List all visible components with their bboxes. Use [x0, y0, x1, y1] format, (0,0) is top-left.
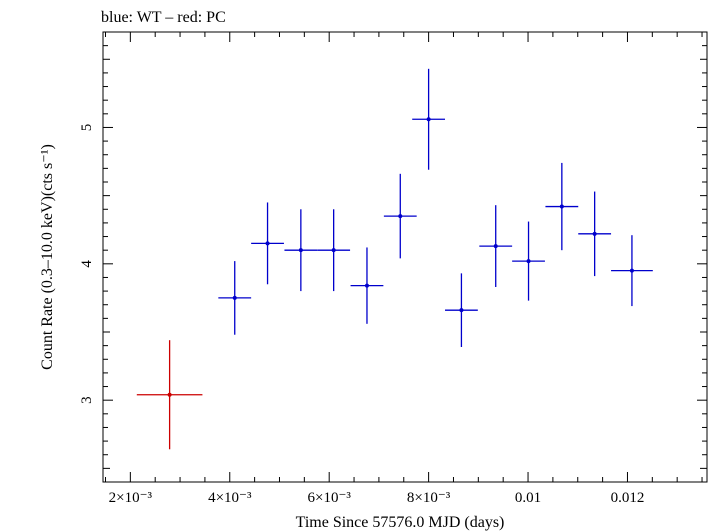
x-axis-label: Time Since 57576.0 MJD (days): [296, 514, 505, 531]
data-point: [629, 268, 634, 273]
y-tick-labels: 3 4 5: [79, 124, 95, 404]
x-tick-label: 8×10⁻³: [407, 490, 451, 506]
y-tick-label: 5: [79, 124, 95, 132]
chart-title: blue: WT – red: PC: [101, 9, 226, 26]
y-tick-label: 3: [79, 396, 95, 404]
x-tick-label: 0.01: [515, 490, 541, 506]
data-point: [364, 283, 369, 288]
data-point: [493, 244, 498, 249]
data-points: [136, 68, 653, 450]
data-point: [167, 392, 172, 397]
data-point: [298, 248, 303, 253]
x-tick-label: 0.012: [611, 490, 645, 506]
data-point: [331, 248, 336, 253]
series-1: [218, 68, 653, 347]
axis-ticks: [103, 31, 707, 482]
data-point: [232, 295, 237, 300]
data-point: [526, 259, 531, 264]
data-point: [398, 214, 403, 219]
plot-frame: [102, 31, 708, 483]
data-point: [265, 241, 270, 246]
y-axis-label: Count Rate (0.3–10.0 keV)(cts s⁻¹): [39, 144, 56, 370]
y-tick-label: 4: [79, 260, 95, 268]
x-tick-label: 2×10⁻³: [109, 490, 153, 506]
data-point: [426, 117, 431, 122]
data-point: [592, 231, 597, 236]
x-tick-label: 6×10⁻³: [308, 490, 352, 506]
x-tick-label: 4×10⁻³: [208, 490, 252, 506]
x-tick-labels: 2×10⁻³ 4×10⁻³ 6×10⁻³ 8×10⁻³ 0.01 0.012: [109, 490, 645, 506]
series-0: [136, 340, 203, 450]
data-point: [559, 204, 564, 209]
data-point: [459, 308, 464, 313]
